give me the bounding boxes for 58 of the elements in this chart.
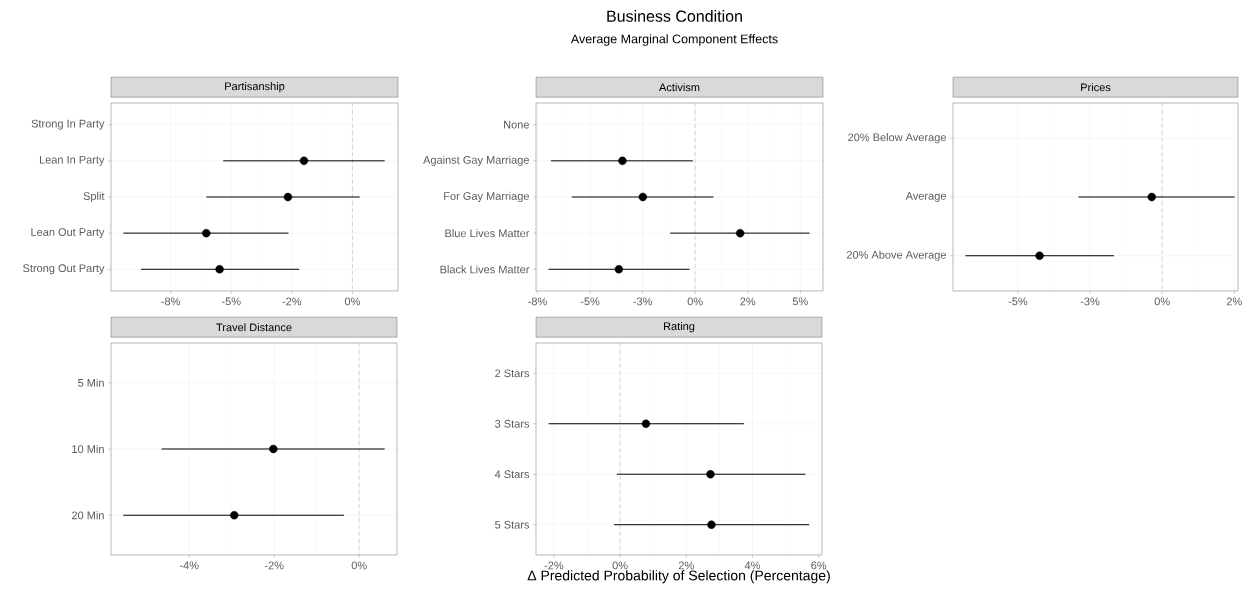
chart-title: Partisanship <box>225 82 285 93</box>
x-tick-label: -2% <box>282 297 302 306</box>
chart-title: Activism <box>659 83 700 92</box>
y-tick-label: Lean Out Party <box>31 228 105 239</box>
x-tick-label: -8% <box>528 297 547 306</box>
point <box>735 228 745 238</box>
x-tick-label: -2% <box>544 561 564 570</box>
x-tick-label: -5% <box>221 297 241 306</box>
point <box>202 228 211 238</box>
chart-title: Travel Distance <box>216 323 292 332</box>
chart-title: Prices <box>1081 83 1111 92</box>
x-tick-label: -2% <box>264 561 284 570</box>
x-tick-label: 0% <box>687 297 703 306</box>
y-tick-label: 3 Stars <box>495 419 530 428</box>
y-tick-label: Lean In Party <box>39 155 105 166</box>
y-tick-label: 2 Stars <box>495 369 530 378</box>
x-tick-label: 2% <box>678 561 694 570</box>
x-tick-label: -5% <box>1008 297 1028 306</box>
point <box>299 156 309 166</box>
point <box>283 192 293 202</box>
y-tick-label: Split <box>83 191 105 203</box>
y-tick-label: 4 Stars <box>494 470 530 479</box>
point <box>215 265 224 274</box>
y-tick-label: Strong Out Party <box>23 264 105 275</box>
x-tick-label: 6% <box>811 561 827 570</box>
y-tick-label: Strong In Party <box>31 119 105 130</box>
point <box>614 265 624 274</box>
x-tick-label: -3% <box>1080 297 1100 306</box>
x-tick-label: 5% <box>792 297 808 306</box>
x-tick-label: 0% <box>351 561 367 570</box>
x-tick-label: 2% <box>740 297 756 306</box>
y-tick-label: Average <box>905 192 946 202</box>
y-tick-label: 5 Stars <box>495 520 530 529</box>
y-tick-label: 20% Above Average <box>846 250 946 261</box>
y-tick-label: For Gay Marriage <box>444 191 529 203</box>
x-tick-label: -3% <box>633 297 652 306</box>
x-tick-label: 0% <box>344 297 360 306</box>
y-tick-label: Blue Lives Matter <box>445 229 530 238</box>
x-tick-label: -4% <box>179 561 199 570</box>
y-tick-label: Against Gay Marriage <box>423 155 529 166</box>
x-tick-label: 0% <box>1154 297 1170 306</box>
y-tick-label: None <box>504 120 529 129</box>
y-tick-label: 20 Min <box>72 511 104 520</box>
point <box>638 192 648 202</box>
y-tick-label: Black Lives Matter <box>440 265 530 274</box>
chart-title: Rating <box>664 322 695 333</box>
x-tick-label: -8% <box>161 297 181 306</box>
text: Business Condition <box>607 10 742 22</box>
x-tick-label: 0% <box>612 561 628 570</box>
y-tick-label: 5 Min <box>78 378 104 387</box>
x-tick-label: -5% <box>580 297 600 306</box>
x-tick-label: 2% <box>1226 297 1242 306</box>
x-tick-label: 4% <box>744 561 761 570</box>
point <box>618 156 627 166</box>
y-tick-label: 20% Below Average <box>848 133 946 144</box>
text: Average Marginal Component Effects <box>570 34 778 46</box>
y-tick-label: 10 Min <box>72 444 104 454</box>
x-axis-title: Δ Predicted Probability of Selection (Percentage) <box>527 570 830 584</box>
